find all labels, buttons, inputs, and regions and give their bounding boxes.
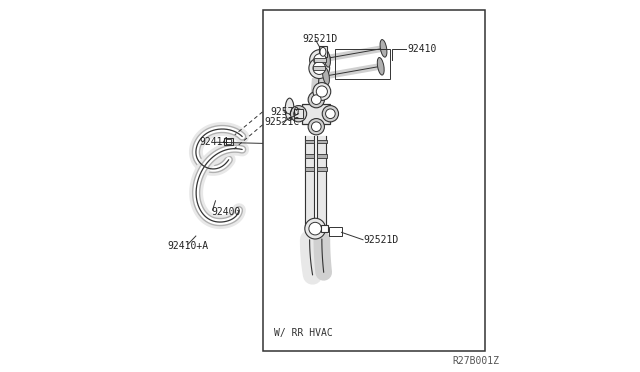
Circle shape xyxy=(310,49,330,70)
Circle shape xyxy=(291,106,307,122)
Text: 92410: 92410 xyxy=(407,44,436,54)
Bar xyxy=(329,227,342,236)
Bar xyxy=(317,154,326,158)
Circle shape xyxy=(294,109,303,119)
Text: R27B001Z: R27B001Z xyxy=(452,356,500,366)
Text: 92521D: 92521D xyxy=(303,34,338,44)
Bar xyxy=(305,167,314,171)
Circle shape xyxy=(309,58,330,78)
Text: 92570: 92570 xyxy=(270,107,300,117)
Text: 92400: 92400 xyxy=(212,207,241,217)
Text: W/ RR HVAC: W/ RR HVAC xyxy=(274,328,332,338)
Circle shape xyxy=(314,54,326,66)
Bar xyxy=(224,138,233,145)
Text: 92410+A: 92410+A xyxy=(167,241,209,251)
Circle shape xyxy=(313,83,331,100)
Circle shape xyxy=(326,109,335,119)
Bar xyxy=(294,109,303,118)
Circle shape xyxy=(309,222,321,235)
Text: 92414: 92414 xyxy=(200,137,229,147)
Ellipse shape xyxy=(285,98,294,121)
Circle shape xyxy=(305,218,326,239)
Bar xyxy=(226,139,231,144)
Bar xyxy=(314,58,326,62)
Text: 92521D: 92521D xyxy=(364,235,399,245)
Ellipse shape xyxy=(320,47,326,56)
Ellipse shape xyxy=(323,49,330,67)
Circle shape xyxy=(308,119,324,135)
Bar xyxy=(317,140,326,143)
Bar xyxy=(314,66,325,70)
Bar xyxy=(317,167,326,171)
Circle shape xyxy=(308,92,324,108)
Circle shape xyxy=(322,106,339,122)
Text: 92521C: 92521C xyxy=(264,117,300,127)
Circle shape xyxy=(312,122,321,132)
Circle shape xyxy=(316,86,328,97)
Bar xyxy=(262,10,485,351)
Ellipse shape xyxy=(380,39,387,57)
Ellipse shape xyxy=(323,67,330,85)
Bar xyxy=(302,103,330,124)
Bar xyxy=(305,154,314,158)
Bar xyxy=(321,225,328,232)
Bar xyxy=(319,46,327,57)
Bar xyxy=(305,140,314,143)
Bar xyxy=(335,48,390,79)
Circle shape xyxy=(313,62,326,74)
Circle shape xyxy=(312,95,321,105)
Ellipse shape xyxy=(378,58,384,75)
